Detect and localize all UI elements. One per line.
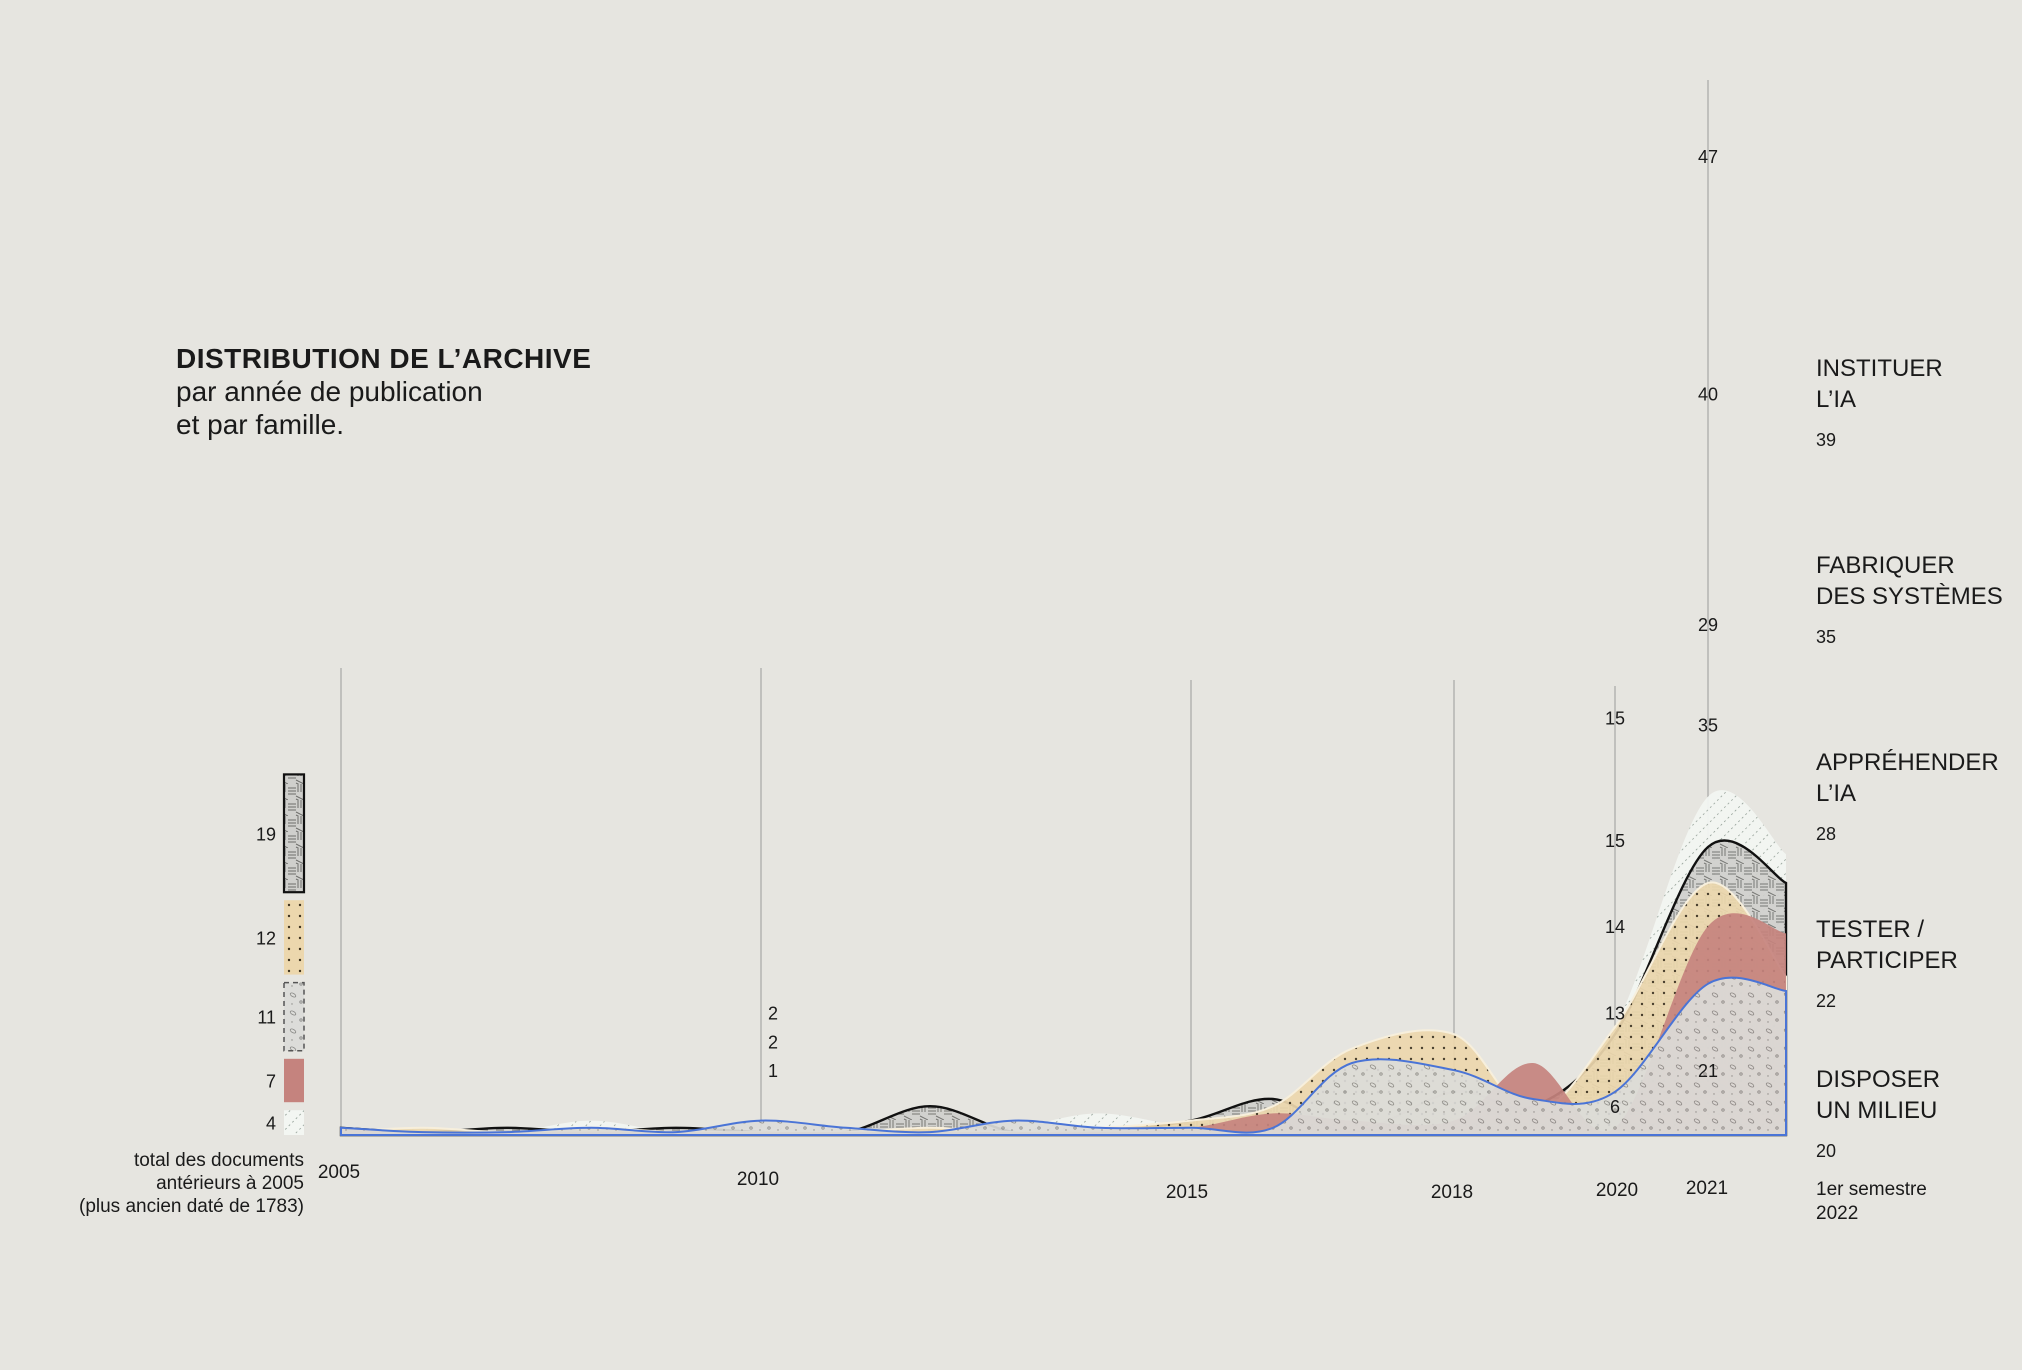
stream-areas	[339, 790, 1788, 1137]
pre2005-value-instituer: 4	[266, 1114, 276, 1134]
area-disposer	[340, 976, 1787, 1136]
data-label-2020-7: 14	[1605, 917, 1625, 937]
pre2005-value-tester: 12	[256, 928, 276, 948]
legend-disposer-count: 20	[1816, 1141, 1836, 1161]
chart-title-block: DISTRIBUTION DE L’ARCHIVE par année de p…	[176, 342, 591, 441]
legend-fabriquer-name-line-2: DES SYSTÈMES	[1816, 583, 2003, 610]
data-label-2010-11: 2	[768, 1032, 778, 1052]
legend-apprehender-name-line-2: L’IA	[1816, 780, 1856, 807]
legend-disposer-name-line-2: UN MILIEU	[1816, 1097, 1937, 1124]
x-tick-label-2021: 2021	[1686, 1178, 1728, 1199]
legend-instituer-name-line-2: L’IA	[1816, 386, 1856, 413]
x-gridlines	[340, 80, 1709, 1135]
legend-tester-name-line-1: TESTER /	[1816, 916, 1924, 943]
x-tick-label-1er-semestre: 1er semestre	[1816, 1179, 1927, 1200]
data-label-2021-2: 35	[1698, 716, 1718, 736]
data-label-2021-1: 40	[1698, 384, 1718, 404]
pre2005-value-disposer: 11	[257, 1008, 276, 1028]
legend-tester-name-line-2: PARTICIPER	[1816, 947, 1958, 974]
pre2005-caption-line-1: total des documents	[134, 1150, 304, 1171]
area-instituer	[341, 790, 1786, 1135]
data-label-2020-6: 15	[1605, 831, 1625, 851]
data-label-2021-0: 47	[1698, 147, 1718, 167]
legend-apprehender-count: 28	[1816, 824, 1836, 844]
legend-disposer-name-line-1: DISPOSER	[1816, 1066, 1940, 1093]
pre2005-stacked-bar: 4 7 11 12 19	[256, 773, 306, 1135]
pre2005-bar-apprehender	[284, 1058, 304, 1103]
x-tick-label-2020: 2020	[1596, 1180, 1638, 1201]
x-tick-label-2005: 2005	[318, 1162, 360, 1183]
area-tester	[340, 881, 1787, 1136]
data-label-2020-5: 15	[1605, 708, 1625, 728]
pre2005-bar-tester	[284, 900, 304, 975]
legend-fabriquer-count: 35	[1816, 627, 1836, 647]
pre2005-value-fabriquer: 19	[256, 824, 276, 844]
data-label-2020-9: 6	[1610, 1097, 1620, 1117]
data-label-2021-4: 21	[1698, 1061, 1718, 1081]
pre2005-bar-disposer	[283, 981, 305, 1052]
legend-tester-count: 22	[1816, 991, 1836, 1011]
pre2005-caption-line-2: antérieurs à 2005	[156, 1173, 304, 1194]
data-label-2010-10: 2	[768, 1004, 778, 1024]
legend-fabriquer-name-line-1: FABRIQUER	[1816, 552, 1955, 579]
x-tick-label-2018: 2018	[1431, 1182, 1473, 1203]
legend-apprehender-name-line-1: APPRÉHENDER	[1816, 749, 1999, 776]
legend-instituer-name-line-1: INSTITUER	[1816, 355, 1943, 382]
x-tick-label-2015: 2015	[1166, 1182, 1208, 1203]
pre2005-caption-line-3: (plus ancien daté de 1783)	[79, 1196, 304, 1217]
pre2005-bar-fabriquer	[282, 773, 306, 894]
data-label-2010-12: 1	[768, 1061, 778, 1081]
data-label-2020-8: 13	[1605, 1004, 1625, 1024]
chart-title: DISTRIBUTION DE L’ARCHIVE	[176, 343, 592, 374]
legend-instituer-count: 39	[1816, 430, 1836, 450]
chart-subtitle-line1: par année de publication	[176, 376, 483, 407]
chart-subtitle-line2: et par famille.	[176, 409, 345, 440]
area-apprehender	[341, 913, 1786, 1135]
data-label-2021-3: 29	[1698, 615, 1718, 635]
x-tick-label-2022: 2022	[1816, 1203, 1858, 1224]
pre2005-value-apprehender: 7	[266, 1072, 276, 1092]
pre2005-bar-instituer	[284, 1110, 304, 1135]
x-tick-label-2010: 2010	[737, 1169, 779, 1190]
